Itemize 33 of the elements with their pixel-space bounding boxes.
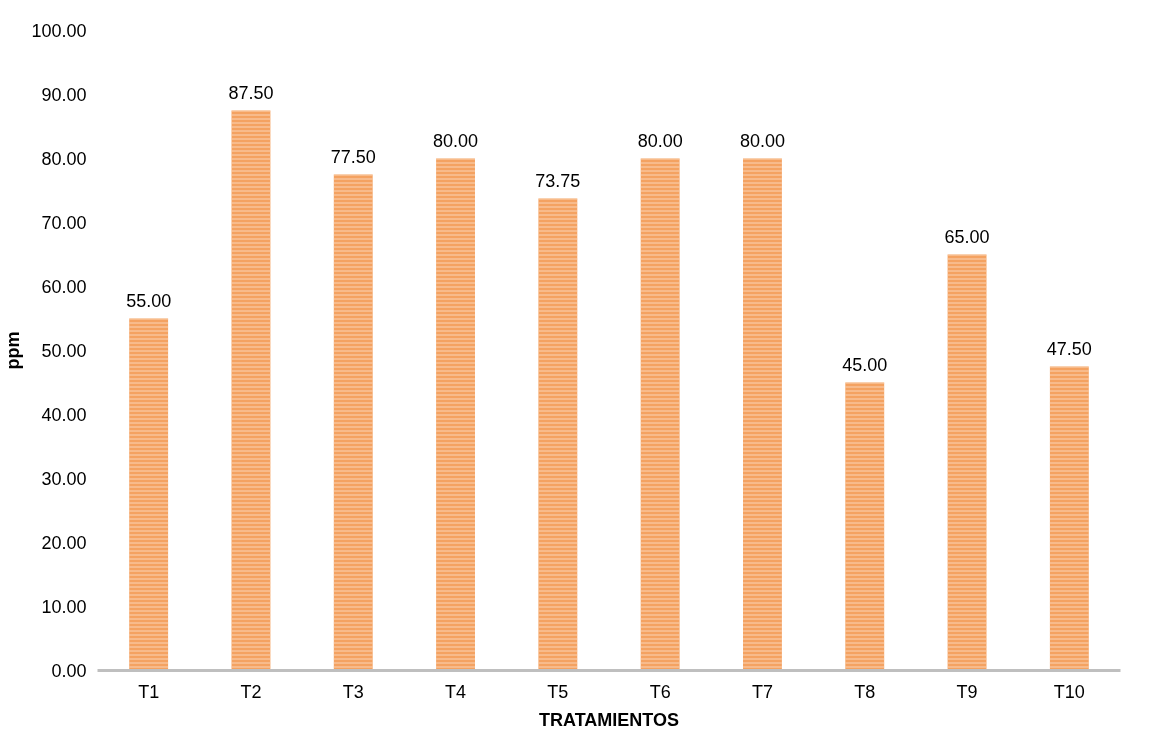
x-tick-label: T3 bbox=[342, 681, 364, 702]
y-tick-label: 80.00 bbox=[41, 149, 87, 169]
data-label: 80.00 bbox=[739, 130, 785, 151]
data-label: 73.75 bbox=[535, 170, 581, 191]
x-tick-label: T8 bbox=[854, 681, 876, 702]
x-tick-label: T4 bbox=[445, 681, 467, 702]
y-tick-label: 70.00 bbox=[41, 213, 87, 233]
y-tick-label: 100.00 bbox=[31, 21, 87, 41]
x-tick-label: T7 bbox=[751, 681, 773, 702]
y-tick-label: 10.00 bbox=[41, 597, 87, 617]
x-tick-label: T1 bbox=[138, 681, 160, 702]
y-tick-label: 40.00 bbox=[41, 405, 87, 425]
y-tick-label: 90.00 bbox=[41, 85, 87, 105]
y-tick-label: 50.00 bbox=[41, 341, 87, 361]
data-label: 80.00 bbox=[433, 130, 479, 151]
x-tick-label: T5 bbox=[547, 681, 569, 702]
x-tick-label: T6 bbox=[649, 681, 671, 702]
x-tick-label: T9 bbox=[956, 681, 978, 702]
data-label: 47.50 bbox=[1046, 338, 1092, 359]
data-label: 65.00 bbox=[944, 226, 990, 247]
x-axis-title: TRATAMIENTOS bbox=[539, 709, 679, 730]
x-tick-label: T2 bbox=[240, 681, 262, 702]
y-tick-label: 60.00 bbox=[41, 277, 87, 297]
y-tick-label: 20.00 bbox=[41, 533, 87, 553]
data-label: 87.50 bbox=[228, 82, 274, 103]
data-label: 45.00 bbox=[842, 354, 888, 375]
x-tick-label: T10 bbox=[1053, 681, 1085, 702]
data-label: 80.00 bbox=[637, 130, 683, 151]
data-label: 77.50 bbox=[330, 146, 376, 167]
y-axis-title: ppm bbox=[3, 331, 24, 370]
y-tick-label: 0.00 bbox=[51, 661, 87, 681]
data-label: 55.00 bbox=[126, 290, 172, 311]
y-tick-label: 30.00 bbox=[41, 469, 87, 489]
